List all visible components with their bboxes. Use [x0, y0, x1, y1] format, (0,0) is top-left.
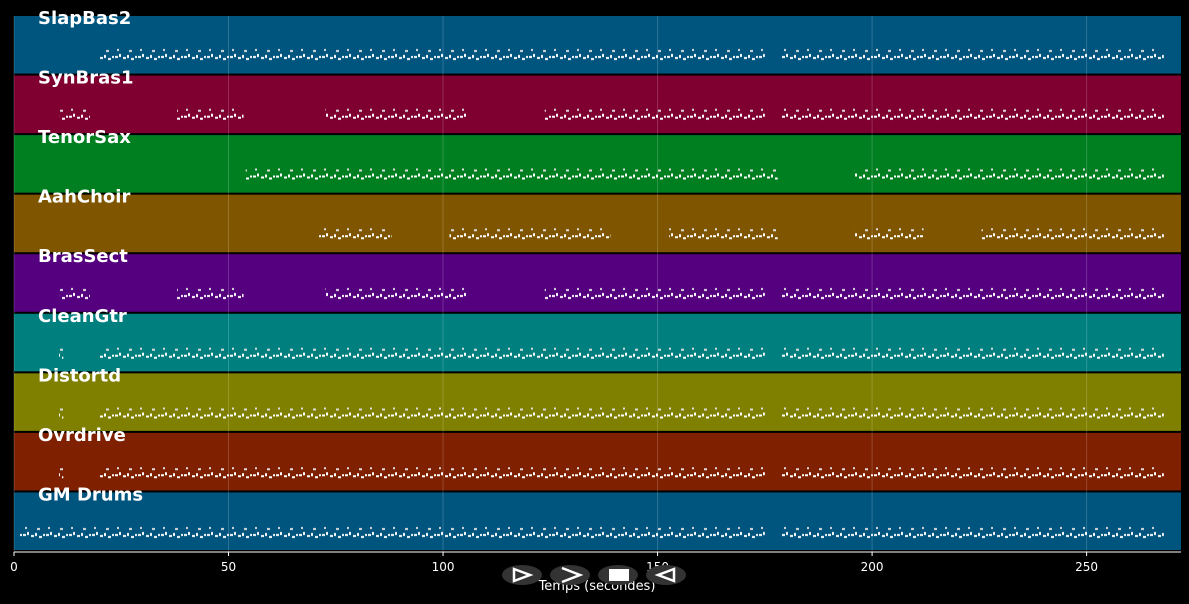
lane-name: AahChoir [38, 187, 130, 208]
note-region [318, 194, 392, 253]
note-region [59, 432, 64, 491]
lane-name: Distortd [38, 365, 121, 386]
lane-name: SlapBas2 [38, 8, 131, 29]
note-region [854, 194, 924, 253]
note-region [781, 373, 1164, 431]
note-region [854, 135, 1164, 193]
rewind-icon [654, 567, 676, 583]
note-region [781, 254, 1164, 312]
note-region [98, 432, 765, 491]
note-region [59, 313, 64, 372]
lane-name: BrasSect [38, 246, 128, 267]
note-region [59, 254, 90, 312]
stop-icon [609, 569, 629, 581]
note-region [544, 254, 765, 312]
note-region [781, 16, 1164, 74]
note-region [781, 492, 1164, 550]
playback-controls [502, 565, 686, 585]
note-region [781, 313, 1164, 372]
button-bg[interactable] [502, 565, 542, 585]
note-region [98, 16, 765, 74]
x-tick-label: 100 [432, 560, 455, 574]
rewind-button[interactable] [646, 565, 686, 585]
play-icon [512, 567, 534, 583]
note-region [781, 432, 1164, 491]
note-region [325, 75, 468, 134]
button-bg[interactable] [550, 565, 590, 585]
lanes: SlapBas2 SynBras1 TenorSax AahChoir BrasSect… [14, 8, 1181, 550]
note-region [177, 254, 244, 312]
note-region [177, 75, 244, 134]
note-region [981, 194, 1164, 253]
x-tick-label: 200 [861, 560, 884, 574]
note-region [449, 194, 611, 253]
lane-name: Ovrdrive [38, 425, 126, 446]
lane-name: SynBras1 [38, 68, 134, 89]
grid [13, 16, 1088, 552]
stop-button[interactable] [598, 565, 638, 585]
note-region [59, 75, 90, 134]
note-region [245, 135, 778, 193]
note-region [781, 75, 1164, 134]
note-region [325, 254, 468, 312]
lane-name: GM Drums [38, 484, 143, 505]
note-region [98, 313, 765, 372]
play-button[interactable] [502, 565, 542, 585]
x-tick-label: 250 [1075, 560, 1098, 574]
note-region [20, 492, 765, 550]
note-region [544, 75, 765, 134]
note-region [98, 373, 765, 431]
lane-name: TenorSax [38, 127, 131, 148]
button-bg[interactable] [646, 565, 686, 585]
forward-icon [561, 566, 584, 584]
note-region [59, 373, 64, 431]
forward-button[interactable] [550, 565, 590, 585]
note-region [669, 194, 778, 253]
x-tick-label: 50 [221, 560, 236, 574]
x-tick-label: 0 [10, 560, 18, 574]
lane-name: CleanGtr [38, 306, 127, 327]
